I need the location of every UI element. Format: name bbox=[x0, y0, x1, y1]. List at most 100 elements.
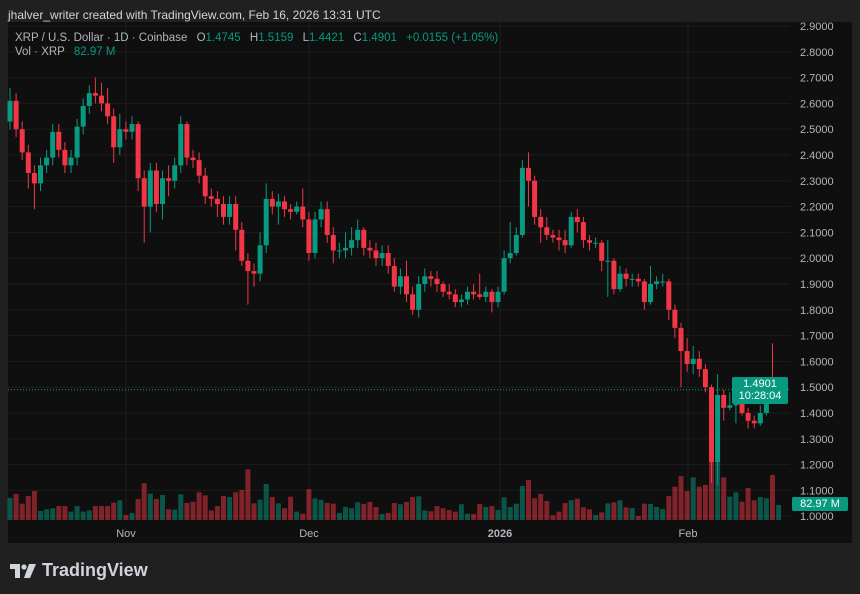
legend-row-ohlc: XRP / U.S. Dollar · 1D · Coinbase O1.474… bbox=[15, 31, 498, 45]
price-tick-label: 2.9000 bbox=[800, 21, 834, 33]
volume-bar bbox=[129, 512, 135, 520]
candle-body bbox=[721, 394, 727, 408]
candle-body bbox=[74, 126, 80, 158]
volume-bar bbox=[458, 504, 464, 520]
price-tick-label: 1.8000 bbox=[800, 305, 834, 317]
candle-body bbox=[751, 420, 757, 424]
volume-bar bbox=[648, 503, 653, 520]
volume-bar bbox=[574, 498, 580, 520]
volume-bar bbox=[178, 494, 184, 520]
volume-bar bbox=[135, 499, 141, 520]
volume-bar bbox=[349, 508, 355, 520]
candle-body bbox=[153, 170, 159, 205]
volume-bar bbox=[733, 492, 739, 520]
candle-body bbox=[654, 281, 660, 284]
price-tick-label: 1.5000 bbox=[800, 382, 834, 394]
high-label: H bbox=[249, 32, 259, 44]
candle-body bbox=[257, 245, 263, 274]
candle-body bbox=[263, 198, 269, 246]
open-value: 1.4745 bbox=[205, 32, 241, 44]
volume-bar bbox=[751, 500, 757, 520]
volume-bar bbox=[776, 504, 782, 520]
symbol-title[interactable]: XRP / U.S. Dollar · 1D · Coinbase bbox=[15, 32, 188, 44]
candle-body bbox=[599, 242, 605, 261]
candle-body bbox=[172, 165, 178, 181]
volume-bar bbox=[715, 461, 721, 520]
volume-bar bbox=[56, 506, 62, 520]
volume-bar bbox=[580, 507, 586, 520]
candle-body bbox=[318, 209, 324, 220]
candle-body bbox=[227, 204, 233, 217]
change-value: +0.0155 (+1.05%) bbox=[406, 32, 499, 44]
volume-bar bbox=[770, 474, 775, 520]
tradingview-logo-icon bbox=[10, 563, 36, 578]
candle-body bbox=[135, 124, 141, 179]
volume-bar bbox=[288, 496, 294, 520]
candle-body bbox=[477, 294, 483, 297]
volume-bar bbox=[269, 497, 275, 520]
volume-bar bbox=[593, 514, 599, 520]
volume-bar bbox=[68, 511, 74, 520]
volume-bar bbox=[263, 483, 269, 520]
volume-bar bbox=[428, 511, 434, 520]
candle-body bbox=[202, 175, 208, 197]
volume-bar bbox=[739, 501, 745, 520]
volume-bar bbox=[404, 501, 409, 520]
price-tick-label: 2.2000 bbox=[800, 202, 834, 214]
volume-bar bbox=[690, 477, 696, 520]
volume-bar bbox=[623, 507, 629, 520]
bar-countdown: 10:28:04 bbox=[738, 390, 782, 402]
volume-bar bbox=[641, 503, 647, 520]
candle-body bbox=[275, 201, 281, 207]
candle-body bbox=[239, 229, 245, 261]
price-tick-label: 1.9000 bbox=[800, 279, 834, 291]
volume-bar bbox=[416, 496, 422, 520]
tradingview-logo[interactable]: TradingView bbox=[10, 560, 148, 581]
volume-bar bbox=[239, 489, 245, 520]
candle-body bbox=[123, 129, 129, 132]
volume-bar bbox=[123, 514, 129, 520]
time-tick-label: Feb bbox=[679, 528, 698, 540]
volume-bar bbox=[562, 502, 568, 520]
price-tick-label: 1.6000 bbox=[800, 356, 834, 368]
volume-bar bbox=[605, 503, 611, 520]
volume-bar bbox=[422, 510, 428, 520]
candle-body bbox=[532, 180, 538, 217]
volume-bar bbox=[452, 511, 458, 520]
chart-attribution: jhalver_writer created with TradingView.… bbox=[8, 8, 381, 22]
candle-body bbox=[556, 237, 562, 241]
volume-bar bbox=[361, 503, 367, 520]
candle-body bbox=[92, 93, 98, 96]
last-price-value: 1.4901 bbox=[743, 378, 777, 390]
candle-body bbox=[190, 157, 196, 161]
volume-bar bbox=[172, 509, 178, 520]
legend: XRP / U.S. Dollar · 1D · Coinbase O1.474… bbox=[15, 31, 498, 59]
volume-bar bbox=[678, 476, 684, 520]
candle-body bbox=[519, 167, 525, 235]
last-price-label: 1.4901 10:28:04 bbox=[732, 377, 788, 404]
candle-body bbox=[19, 129, 25, 153]
candle-body bbox=[696, 358, 702, 370]
tradingview-logo-text: TradingView bbox=[42, 560, 148, 580]
volume-bar bbox=[257, 499, 263, 520]
candle-body bbox=[269, 198, 275, 207]
candle-body bbox=[458, 299, 464, 303]
candle-body bbox=[660, 281, 666, 283]
volume-bars bbox=[7, 459, 782, 520]
time-axis: Nov Dec 2026 Feb bbox=[116, 528, 697, 540]
volume-bar bbox=[50, 508, 56, 520]
volume-bar bbox=[184, 502, 190, 520]
volume-bar bbox=[80, 511, 86, 520]
volume-bar bbox=[202, 495, 208, 520]
candle-body bbox=[349, 240, 355, 248]
candle-body bbox=[288, 209, 294, 212]
candle-body bbox=[208, 196, 214, 199]
candle-body bbox=[739, 402, 745, 413]
volume-title[interactable]: Vol · XRP bbox=[15, 46, 65, 58]
volume-bar bbox=[513, 503, 519, 520]
candle-body bbox=[410, 294, 416, 310]
volume-bar bbox=[111, 502, 117, 520]
volume-bar bbox=[519, 485, 525, 520]
volume-bar bbox=[208, 510, 214, 520]
